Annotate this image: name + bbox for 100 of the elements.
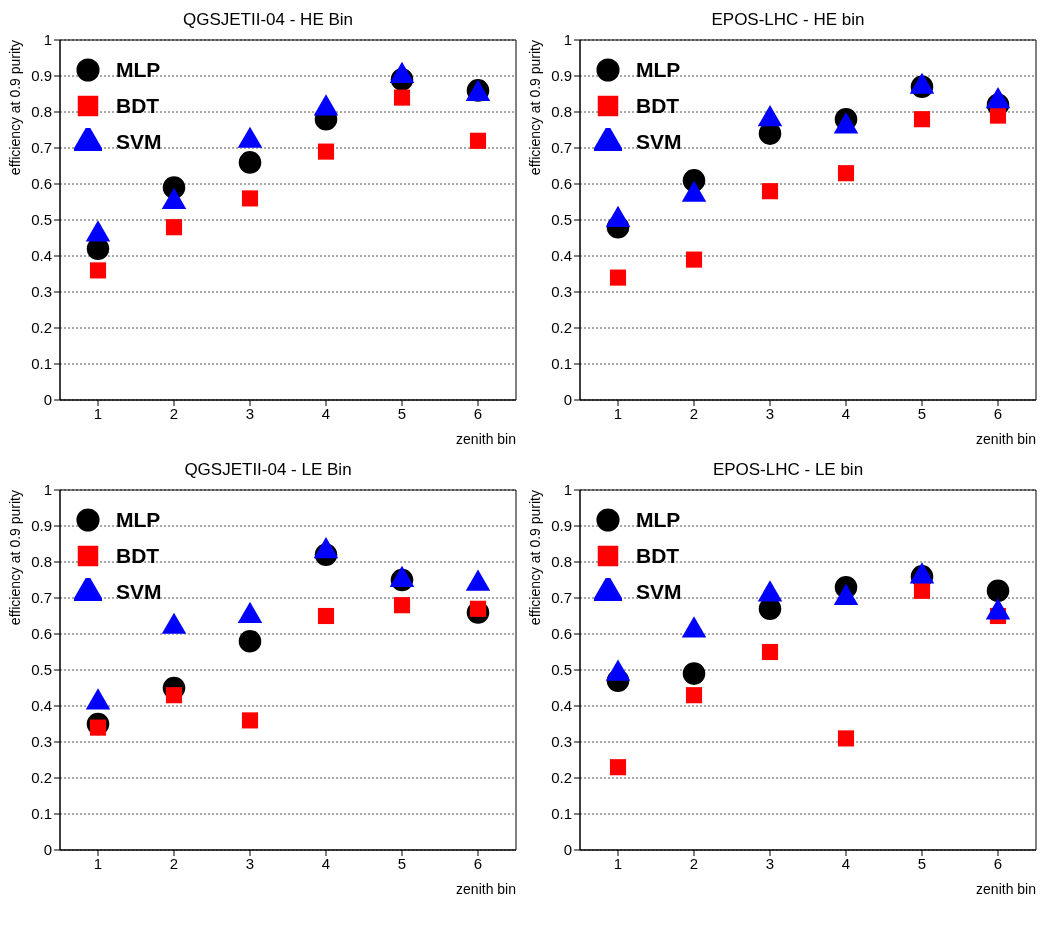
y-tick-label: 0.8 [551,103,572,121]
x-tick-label: 2 [689,854,699,872]
x-tick-label: 2 [169,854,179,872]
y-tick-label: 0 [563,841,572,859]
y-tick-label: 0.6 [31,175,52,193]
point [165,219,183,236]
legend-label: SVM [636,580,682,604]
x-tick-label: 1 [613,854,623,872]
chart-title: QGSJETII-04 - HE Bin [181,9,354,31]
y-tick-label: 0.2 [31,769,52,787]
legend-label: MLP [636,58,681,82]
x-tick-label: 3 [245,854,255,872]
y-tick-label: 0.2 [31,319,52,337]
x-axis-title: zenith bin [456,881,516,897]
x-tick-label: 1 [93,404,103,422]
y-tick-label: 0.3 [551,733,572,751]
point [986,579,1010,603]
x-tick-label: 4 [321,404,331,422]
y-tick-label: 0.3 [31,733,52,751]
point [165,687,183,704]
y-tick-label: 0.9 [31,517,52,535]
y-tick-label: 0.6 [551,625,572,643]
y-tick-label: 0.4 [551,247,572,265]
y-tick-label: 0.7 [31,139,52,157]
y-tick-label: 0.7 [551,139,572,157]
x-tick-label: 1 [613,404,623,422]
x-tick-label: 1 [93,854,103,872]
x-tick-label: 3 [245,404,255,422]
legend-label: MLP [636,508,681,532]
y-axis-title: efficiency at 0.9 purity [527,40,543,176]
legend-label: SVM [116,130,162,154]
y-tick-label: 0.1 [551,805,572,823]
y-tick-label: 1 [43,481,52,499]
y-tick-label: 0.5 [31,661,52,679]
x-tick-label: 5 [397,404,407,422]
point [609,269,627,286]
chart-title: EPOS-LHC - LE bin [711,459,865,481]
y-tick-label: 0.3 [31,283,52,301]
point [238,629,262,653]
point [241,712,259,729]
y-tick-label: 1 [563,481,572,499]
x-axis-title: zenith bin [456,431,516,447]
y-tick-label: 0.4 [31,697,52,715]
x-tick-label: 4 [841,854,851,872]
x-tick-label: 4 [321,854,331,872]
y-tick-label: 0 [43,841,52,859]
legend-label: BDT [116,544,160,568]
point [682,662,706,685]
y-tick-label: 0.7 [31,589,52,607]
x-tick-label: 4 [841,404,851,422]
y-tick-label: 0.5 [551,661,572,679]
point [317,607,335,625]
y-axis-title: efficiency at 0.9 purity [527,490,543,626]
point [761,183,779,200]
y-tick-label: 1 [43,31,52,49]
y-tick-label: 0.9 [551,517,572,535]
legend-label: BDT [636,94,680,118]
x-tick-label: 5 [917,404,927,422]
y-tick-label: 0.2 [551,319,572,337]
legend-label: SVM [636,130,682,154]
point [609,759,627,776]
y-tick-label: 0.4 [551,697,572,715]
y-tick-label: 0.5 [31,211,52,229]
x-tick-label: 6 [473,854,483,872]
x-tick-label: 3 [765,404,775,422]
y-tick-label: 0.9 [551,67,572,85]
point [837,730,855,747]
chart-title: EPOS-LHC - HE bin [710,9,866,31]
point [837,165,855,182]
y-tick-label: 1 [563,31,572,49]
x-tick-label: 2 [169,404,179,422]
x-tick-label: 6 [473,404,483,422]
y-tick-label: 0.7 [551,589,572,607]
y-tick-label: 0.8 [31,103,52,121]
y-tick-label: 0 [563,391,572,409]
point [317,143,335,160]
y-tick-label: 0.1 [31,355,52,373]
x-tick-label: 5 [917,854,927,872]
y-tick-label: 0 [43,391,52,409]
point [393,89,411,106]
y-axis-title: efficiency at 0.9 purity [7,40,23,176]
point [685,687,703,704]
point [238,151,262,174]
x-axis-title: zenith bin [976,881,1036,897]
point [241,190,259,207]
x-axis-title: zenith bin [976,431,1036,447]
point [761,643,779,661]
x-tick-label: 2 [689,404,699,422]
x-tick-label: 6 [993,854,1003,872]
chart-title: QGSJETII-04 - LE Bin [183,459,353,481]
point [89,262,107,279]
y-tick-label: 0.1 [31,805,52,823]
point [393,597,411,614]
y-tick-label: 0.3 [551,283,572,301]
x-tick-label: 5 [397,854,407,872]
legend-label: BDT [116,94,160,118]
y-tick-label: 0.2 [551,769,572,787]
y-tick-label: 0.6 [551,175,572,193]
y-tick-label: 0.4 [31,247,52,265]
y-tick-label: 0.8 [551,553,572,571]
